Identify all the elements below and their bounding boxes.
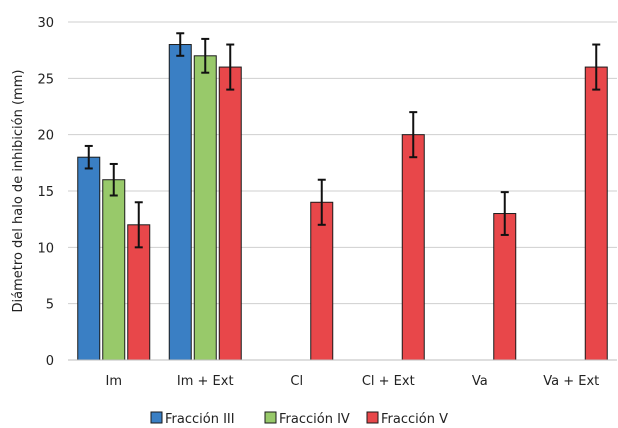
x-axis-ticks: Im Im + Ext Cl Cl + Ext Va Va + Ext xyxy=(106,374,600,389)
bar xyxy=(584,66,608,361)
legend-swatch xyxy=(150,411,163,424)
x-tick-label: Va xyxy=(472,374,488,389)
legend-label: Fracción IV xyxy=(279,412,350,427)
y-tick-label: 10 xyxy=(37,241,54,256)
legend-label: Fracción III xyxy=(165,412,235,427)
y-axis-title: Diámetro del halo de inhibición (mm) xyxy=(11,70,26,313)
y-tick-label: 0 xyxy=(46,354,54,369)
legend-swatch xyxy=(366,411,379,424)
y-tick-label: 20 xyxy=(37,129,54,144)
bar xyxy=(77,156,101,361)
bars xyxy=(77,44,608,361)
error-bars xyxy=(84,32,601,249)
x-tick-label: Im + Ext xyxy=(177,374,234,389)
gridlines xyxy=(68,21,617,305)
legend-label: Fracción V xyxy=(381,412,448,427)
x-tick-label: Im xyxy=(106,374,123,389)
legend: Fracción III Fracción IV Fracción V xyxy=(150,411,448,427)
x-tick-label: Cl xyxy=(290,374,303,389)
bar xyxy=(401,134,425,361)
bar xyxy=(102,179,126,361)
y-tick-label: 15 xyxy=(37,185,54,200)
y-tick-label: 30 xyxy=(37,16,54,31)
bar xyxy=(168,44,192,361)
x-tick-label: Va + Ext xyxy=(543,374,599,389)
bar xyxy=(310,201,334,361)
x-tick-label: Cl + Ext xyxy=(362,374,415,389)
y-axis-ticks: 0 5 10 15 20 25 30 xyxy=(37,16,54,369)
y-tick-label: 5 xyxy=(46,298,54,313)
bar xyxy=(218,66,242,361)
bar xyxy=(193,55,217,361)
y-tick-label: 25 xyxy=(37,72,54,87)
legend-swatch xyxy=(264,411,277,424)
